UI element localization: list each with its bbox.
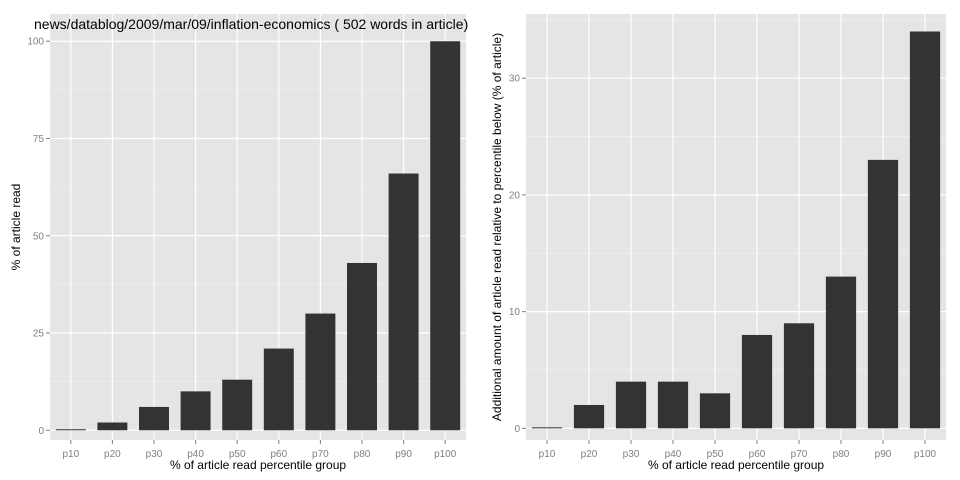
left-bar-p100 (430, 41, 461, 431)
left-x-ticks: p10 p20 p30 p40 p50 p60 p70 p80 p90 p100 (62, 440, 457, 460)
right-x-tick-label: p10 (539, 449, 556, 460)
left-bar-p40 (180, 391, 211, 431)
right-bars (531, 31, 941, 429)
right-bar-p80 (825, 276, 857, 429)
left-x-tick-label: p60 (270, 449, 287, 460)
right-bar-p60 (741, 334, 773, 429)
left-bar-p50 (222, 379, 253, 431)
left-y-tick-label: 75 (33, 134, 45, 145)
left-y-tick-label: 0 (38, 426, 44, 437)
left-y-axis-title: % of article read (9, 184, 23, 271)
right-x-axis-title: % of article read percentile group (648, 458, 824, 472)
left-y-ticks: 0 25 50 75 100 (27, 37, 50, 437)
right-bar-p90 (867, 159, 899, 429)
right-x-tick-label: p20 (581, 449, 598, 460)
left-bar-p70 (305, 313, 336, 431)
left-x-tick-label: p10 (62, 449, 79, 460)
right-y-tick-label: 30 (509, 74, 521, 85)
right-bar-p20 (573, 404, 605, 429)
right-bar-p10 (531, 427, 563, 429)
left-y-tick-label: 100 (27, 37, 44, 48)
left-x-tick-label: p90 (395, 449, 412, 460)
right-x-tick-label: p90 (875, 449, 892, 460)
left-x-tick-label: p50 (229, 449, 246, 460)
left-x-tick-label: p40 (187, 449, 204, 460)
right-bar-p70 (783, 323, 815, 429)
left-bar-p20 (97, 422, 128, 431)
right-y-tick-label: 20 (509, 190, 521, 201)
right-x-ticks: p10 p20 p30 p40 p50 p60 p70 p80 p90 p100 (539, 440, 937, 460)
right-bar-p50 (699, 393, 731, 429)
left-y-tick-label: 25 (33, 329, 45, 340)
left-bar-p80 (347, 262, 377, 431)
right-x-tick-label: p100 (914, 449, 937, 460)
right-y-ticks: 0 10 20 30 (509, 74, 526, 435)
right-y-tick-label: 0 (514, 424, 520, 435)
left-y-tick-label: 50 (33, 231, 45, 242)
right-x-tick-label: p80 (833, 449, 850, 460)
right-x-tick-label: p30 (623, 449, 640, 460)
left-x-tick-label: p30 (146, 449, 163, 460)
left-x-axis-title: % of article read percentile group (170, 458, 346, 472)
right-bar-p40 (657, 381, 689, 429)
left-bar-p30 (139, 406, 169, 431)
left-x-tick-label: p20 (104, 449, 121, 460)
left-bars (55, 41, 461, 431)
left-bar-p60 (263, 348, 294, 431)
right-x-tick-label: p50 (707, 449, 724, 460)
right-bar-p30 (615, 381, 647, 429)
left-x-tick-label: p80 (354, 449, 371, 460)
left-bar-p10 (55, 429, 86, 431)
right-y-tick-label: 10 (509, 307, 521, 318)
right-y-axis-title: Additional amount of article read relati… (490, 33, 504, 421)
left-x-tick-label: p100 (434, 449, 457, 460)
right-grid (526, 14, 946, 440)
right-x-tick-label: p40 (665, 449, 682, 460)
left-bar-p90 (388, 173, 419, 431)
left-chart-title: news/datablog/2009/mar/09/inflation-econ… (34, 16, 468, 32)
right-bar-p100 (909, 31, 941, 429)
right-x-tick-label: p60 (749, 449, 766, 460)
left-x-tick-label: p70 (312, 449, 329, 460)
right-x-tick-label: p70 (791, 449, 808, 460)
